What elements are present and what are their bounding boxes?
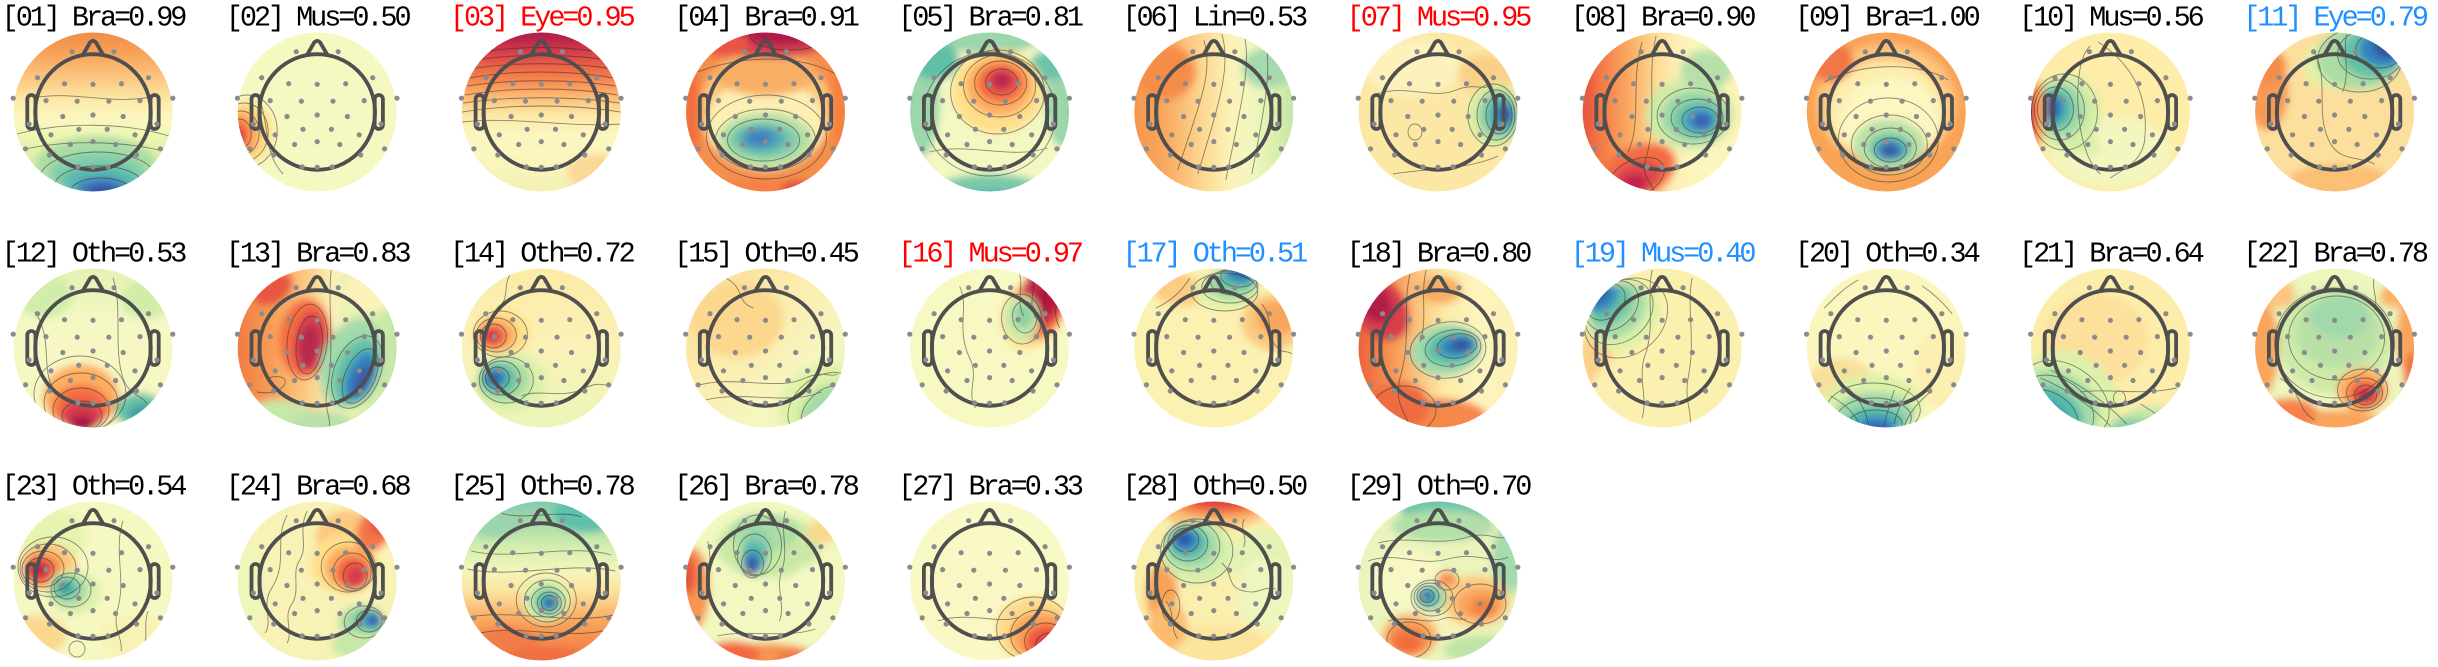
- svg-text:[11] Eye=0.79: [11] Eye=0.79: [2243, 2, 2428, 35]
- svg-text:[12] Oth=0.53: [12] Oth=0.53: [2, 238, 187, 271]
- svg-text:[17] Oth=0.51: [17] Oth=0.51: [1122, 238, 1307, 271]
- svg-text:[25] Oth=0.78: [25] Oth=0.78: [450, 471, 635, 504]
- svg-text:[01] Bra=0.99: [01] Bra=0.99: [2, 2, 187, 35]
- svg-text:[28] Oth=0.50: [28] Oth=0.50: [1122, 471, 1307, 504]
- svg-text:[04] Bra=0.91: [04] Bra=0.91: [674, 2, 859, 35]
- svg-text:[20] Oth=0.34: [20] Oth=0.34: [1795, 238, 1980, 271]
- svg-text:[03] Eye=0.95: [03] Eye=0.95: [450, 2, 635, 35]
- svg-text:[09] Bra=1.00: [09] Bra=1.00: [1795, 2, 1980, 35]
- svg-text:[21] Bra=0.64: [21] Bra=0.64: [2019, 238, 2204, 271]
- svg-text:[02] Mus=0.50: [02] Mus=0.50: [226, 2, 411, 35]
- svg-text:[19] Mus=0.40: [19] Mus=0.40: [1571, 238, 1756, 271]
- svg-text:[18] Bra=0.80: [18] Bra=0.80: [1347, 238, 1532, 271]
- svg-text:[22] Bra=0.78: [22] Bra=0.78: [2243, 238, 2428, 271]
- svg-text:[24] Bra=0.68: [24] Bra=0.68: [226, 471, 411, 504]
- svg-text:[27] Bra=0.33: [27] Bra=0.33: [898, 471, 1083, 504]
- svg-text:[14] Oth=0.72: [14] Oth=0.72: [450, 238, 635, 271]
- svg-text:[06] Lin=0.53: [06] Lin=0.53: [1122, 2, 1307, 35]
- svg-text:[16] Mus=0.97: [16] Mus=0.97: [898, 238, 1082, 271]
- svg-text:[07] Mus=0.95: [07] Mus=0.95: [1347, 2, 1532, 35]
- svg-text:[23] Oth=0.54: [23] Oth=0.54: [2, 471, 187, 504]
- svg-text:[13] Bra=0.83: [13] Bra=0.83: [226, 238, 411, 271]
- svg-text:[26] Bra=0.78: [26] Bra=0.78: [674, 471, 859, 504]
- svg-text:[05] Bra=0.81: [05] Bra=0.81: [898, 2, 1083, 35]
- svg-text:[29] Oth=0.70: [29] Oth=0.70: [1347, 471, 1532, 504]
- svg-text:[10] Mus=0.56: [10] Mus=0.56: [2019, 2, 2204, 35]
- svg-text:[15] Oth=0.45: [15] Oth=0.45: [674, 238, 859, 271]
- svg-text:[08] Bra=0.90: [08] Bra=0.90: [1571, 2, 1756, 35]
